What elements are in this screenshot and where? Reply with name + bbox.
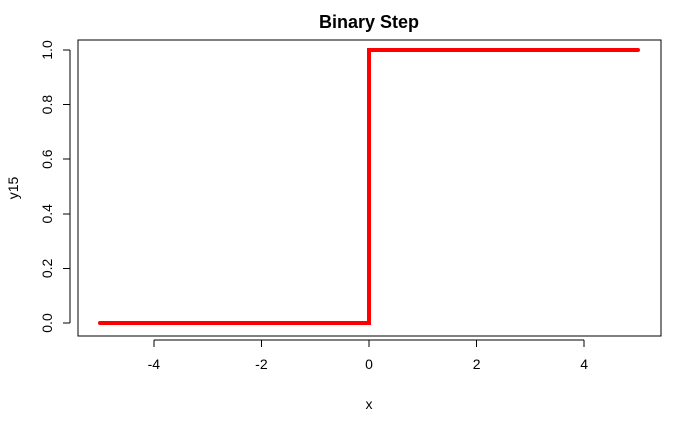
y-axis: 0.0 0.2 0.4 0.6 0.8 1.0 [39,40,71,333]
y-tick-label: 0.0 [39,313,55,333]
x-tick-label: -4 [148,356,161,372]
x-axis-title: x [366,396,373,412]
x-tick-label: 2 [473,356,481,372]
y-tick-label: 0.6 [39,149,55,169]
y-tick-label: 0.4 [39,204,55,224]
series-layer [98,48,640,325]
y-axis-title: y15 [5,177,21,200]
plot-frame [77,39,662,337]
y-tick-label: 1.0 [39,40,55,60]
chart-title: Binary Step [319,12,419,32]
x-axis: -4 -2 0 2 4 [148,339,588,372]
y-tick-label: 0.2 [39,258,55,278]
x-tick-label: 4 [580,356,588,372]
x-tick-label: -2 [255,356,268,372]
x-tick-label: 0 [365,356,373,372]
y-tick-label: 0.8 [39,95,55,115]
series-line-0 [98,48,640,325]
